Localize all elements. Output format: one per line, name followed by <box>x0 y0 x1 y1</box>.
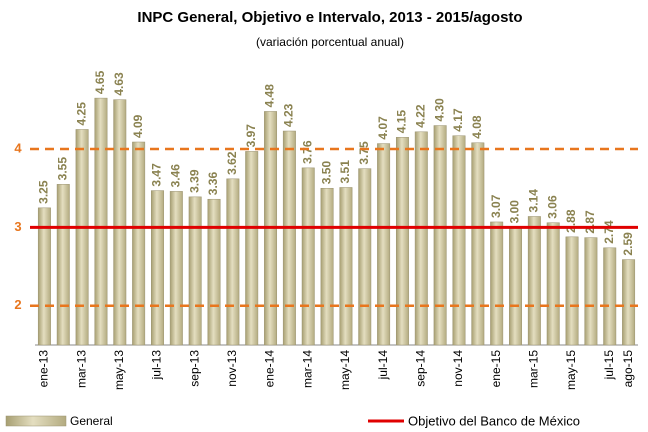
value-label: 3.97 <box>244 124 258 148</box>
x-tick-label: mar-13 <box>74 350 88 388</box>
legend-label: General <box>70 414 113 428</box>
x-tick-label: ene-13 <box>37 350 51 388</box>
x-tick-label: may-14 <box>338 350 352 390</box>
value-label: 3.36 <box>206 172 220 196</box>
value-label: 2.59 <box>621 232 635 256</box>
value-label: 3.46 <box>169 164 183 188</box>
value-label: 4.48 <box>263 84 277 108</box>
bar <box>395 137 409 346</box>
x-tick-label: nov-14 <box>451 350 465 387</box>
x-tick-label: mar-14 <box>300 350 314 388</box>
bar <box>471 142 485 346</box>
value-label: 3.50 <box>319 161 333 185</box>
bar <box>245 151 259 346</box>
bar <box>414 131 428 346</box>
value-label: 3.75 <box>357 141 371 165</box>
value-label: 4.30 <box>432 98 446 122</box>
legend-swatch <box>5 415 67 427</box>
x-tick-label: nov-13 <box>225 350 239 387</box>
bar <box>282 130 296 346</box>
value-label: 3.47 <box>150 163 164 187</box>
value-label: 3.00 <box>508 200 522 224</box>
bar <box>75 129 89 346</box>
bar <box>452 135 466 346</box>
bar <box>151 190 164 346</box>
x-tick-label: ene-15 <box>489 350 503 388</box>
value-label: 3.76 <box>300 140 314 164</box>
x-tick-label: jul-14 <box>376 350 390 381</box>
bar <box>546 222 560 346</box>
x-tick-label: sep-13 <box>187 350 201 387</box>
value-label: 4.63 <box>112 72 126 96</box>
value-label: 3.51 <box>338 160 352 184</box>
value-label: 2.87 <box>583 210 597 234</box>
value-label: 3.25 <box>37 180 51 204</box>
x-tick-label: mar-15 <box>527 350 541 388</box>
value-label: 4.07 <box>376 116 390 140</box>
bar <box>358 168 372 346</box>
x-tick-label: sep-14 <box>413 350 427 387</box>
value-label: 4.15 <box>395 110 409 134</box>
bar <box>207 198 221 346</box>
bar <box>622 259 636 346</box>
bar <box>320 187 334 346</box>
bar <box>169 191 183 346</box>
value-label: 4.08 <box>470 115 484 139</box>
bar <box>301 167 315 346</box>
y-tick-label: 2 <box>14 297 21 312</box>
bar <box>56 184 70 346</box>
value-label: 4.23 <box>282 103 296 127</box>
value-label: 3.39 <box>187 169 201 193</box>
bar <box>584 237 598 346</box>
y-tick-label: 4 <box>14 140 22 155</box>
value-label: 3.55 <box>55 157 69 181</box>
bar <box>94 97 108 346</box>
value-label: 4.22 <box>413 104 427 128</box>
bar <box>509 227 522 346</box>
bar <box>113 99 127 346</box>
value-label: 4.17 <box>451 108 465 132</box>
value-label: 3.06 <box>545 195 559 219</box>
bar <box>37 207 51 346</box>
value-label: 4.25 <box>74 102 88 126</box>
chart-title: INPC General, Objetivo e Intervalo, 2013… <box>137 9 522 26</box>
value-label: 4.09 <box>131 114 145 138</box>
bar <box>433 125 447 346</box>
legend-label: Objetivo del Banco de México <box>408 413 580 428</box>
value-label: 2.74 <box>602 220 616 244</box>
x-tick-label: ene-14 <box>263 350 277 388</box>
bar <box>377 143 391 346</box>
bar <box>565 236 579 346</box>
value-label: 2.88 <box>564 209 578 233</box>
value-label: 4.65 <box>93 70 107 94</box>
bar <box>603 247 617 346</box>
x-tick-label: may-13 <box>112 350 126 390</box>
x-tick-label: jul-13 <box>150 350 164 381</box>
bar <box>339 187 353 346</box>
bar <box>226 178 240 346</box>
x-tick-label: ago-15 <box>621 350 635 388</box>
x-tick-label: jul-15 <box>602 350 616 381</box>
bar <box>490 221 504 346</box>
y-tick-label: 3 <box>14 219 21 234</box>
value-label: 3.14 <box>527 189 541 213</box>
bar <box>132 141 146 346</box>
value-label: 3.62 <box>225 151 239 175</box>
x-tick-label: may-15 <box>564 350 578 390</box>
bar <box>527 216 541 346</box>
bar <box>188 196 202 346</box>
chart-subtitle: (variación porcentual anual) <box>256 35 404 49</box>
value-label: 3.07 <box>489 194 503 218</box>
